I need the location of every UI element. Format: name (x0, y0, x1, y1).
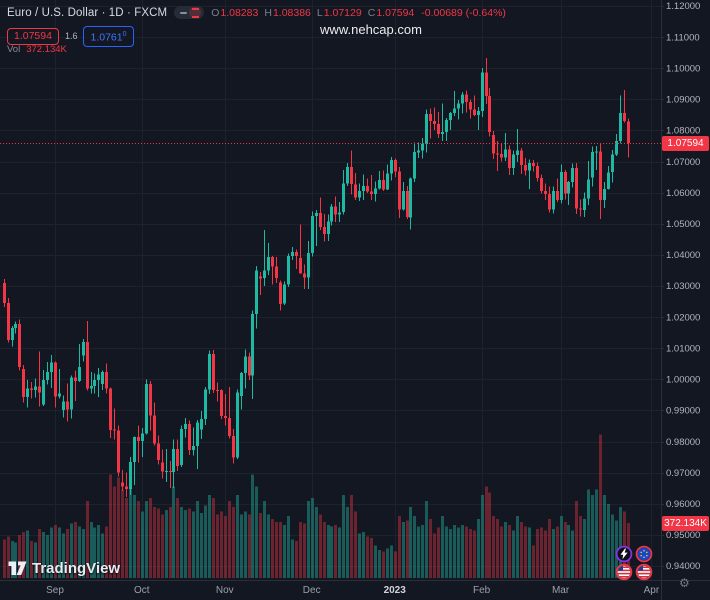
time-axis[interactable] (0, 580, 661, 600)
ohlc-readout: O1.08283 H1.08386 L1.07129 C1.07594 -0.0… (211, 7, 506, 19)
grid (0, 0, 661, 580)
sell-bid-button[interactable]: 1.07594 (7, 27, 59, 45)
last-price-badge: 1.07594 (662, 136, 709, 152)
price-tick-label: 1.06000 (666, 188, 700, 199)
close-label: C (367, 6, 376, 19)
us-flag-event-icon[interactable] (615, 563, 633, 581)
price-tick-label: 0.94000 (666, 561, 700, 572)
price-tick-label: 1.08000 (666, 126, 700, 137)
candles (3, 58, 630, 497)
open-value: 1.08283 (220, 6, 259, 19)
price-tick-label: 0.96000 (666, 499, 700, 510)
price-tick-label: 1.05000 (666, 219, 700, 230)
price-axis-labels: 1.12000 1.11000 1.10000 1.09000 1.08000 1.070… (661, 1, 700, 572)
price-axis[interactable] (661, 0, 710, 580)
price-tick-label: 0.95000 (666, 530, 700, 541)
active-equals-icon[interactable] (189, 7, 202, 18)
axis-settings-gear-icon[interactable]: ⚙ (679, 576, 690, 590)
spread-value: 1.6 (64, 31, 78, 42)
tradingview-logo-icon (8, 561, 27, 575)
watermark-text: www.nehcap.com (320, 22, 422, 37)
eu-flag-event-icon[interactable] (635, 545, 653, 563)
us-flag-event-icon[interactable] (635, 563, 653, 581)
time-axis-labels: Sep Oct Nov Dec 2023 Feb Mar Apr (46, 585, 660, 596)
high-label: H (264, 6, 272, 19)
price-tick-label: 1.11000 (666, 32, 700, 43)
time-tick-label: Apr (644, 585, 660, 596)
volume-value: 372.134K (26, 44, 67, 55)
last-volume-badge: 372.134K (662, 515, 709, 531)
volume-legend: Vol 372.134K (7, 44, 67, 55)
low-value: 1.07129 (323, 6, 362, 19)
open-label: O (211, 6, 220, 19)
price-tick-label: 1.09000 (666, 95, 700, 106)
low-label: L (316, 6, 323, 19)
symbol-title: Euro / U.S. Dollar · 1D · FXCM (7, 6, 168, 19)
time-tick-label: Dec (303, 585, 321, 596)
tradingview-logo-text: TradingView (32, 560, 121, 577)
time-tick-label: Sep (46, 585, 64, 596)
price-tick-label: 0.98000 (666, 437, 700, 448)
change-value: -0.00689 (-0.64%) (421, 6, 506, 19)
price-tick-label: 1.03000 (666, 281, 700, 292)
tradingview-logo[interactable]: TradingView (8, 560, 120, 577)
time-tick-label: Mar (552, 585, 570, 596)
header-toggle-pill[interactable] (174, 6, 205, 19)
energy-event-icon[interactable] (615, 545, 633, 563)
close-value: 1.07594 (376, 6, 415, 19)
time-tick-label: 2023 (384, 585, 407, 596)
volume-bars (3, 434, 630, 578)
price-tick-label: 1.07000 (666, 157, 700, 168)
price-tick-label: 1.00000 (666, 375, 700, 386)
price-tick-label: 1.04000 (666, 250, 700, 261)
chart-header: Euro / U.S. Dollar · 1D · FXCM O1.08283 … (7, 6, 506, 19)
time-tick-label: Feb (473, 585, 491, 596)
volume-label: Vol (7, 44, 21, 55)
price-tick-label: 0.99000 (666, 406, 700, 417)
time-tick-label: Nov (216, 585, 234, 596)
price-tick-label: 0.97000 (666, 468, 700, 479)
price-tick-label: 1.02000 (666, 312, 700, 323)
time-tick-label: Oct (134, 585, 150, 596)
price-tick-label: 1.01000 (666, 343, 700, 354)
price-tick-label: 1.12000 (666, 1, 700, 12)
bid-ask-row: 1.07594 1.6 1.07610 (7, 26, 134, 47)
collapse-dash-icon[interactable] (177, 7, 189, 18)
price-tick-label: 1.10000 (666, 63, 700, 74)
buy-ask-button[interactable]: 1.07610 (83, 26, 134, 47)
high-value: 1.08386 (272, 6, 311, 19)
